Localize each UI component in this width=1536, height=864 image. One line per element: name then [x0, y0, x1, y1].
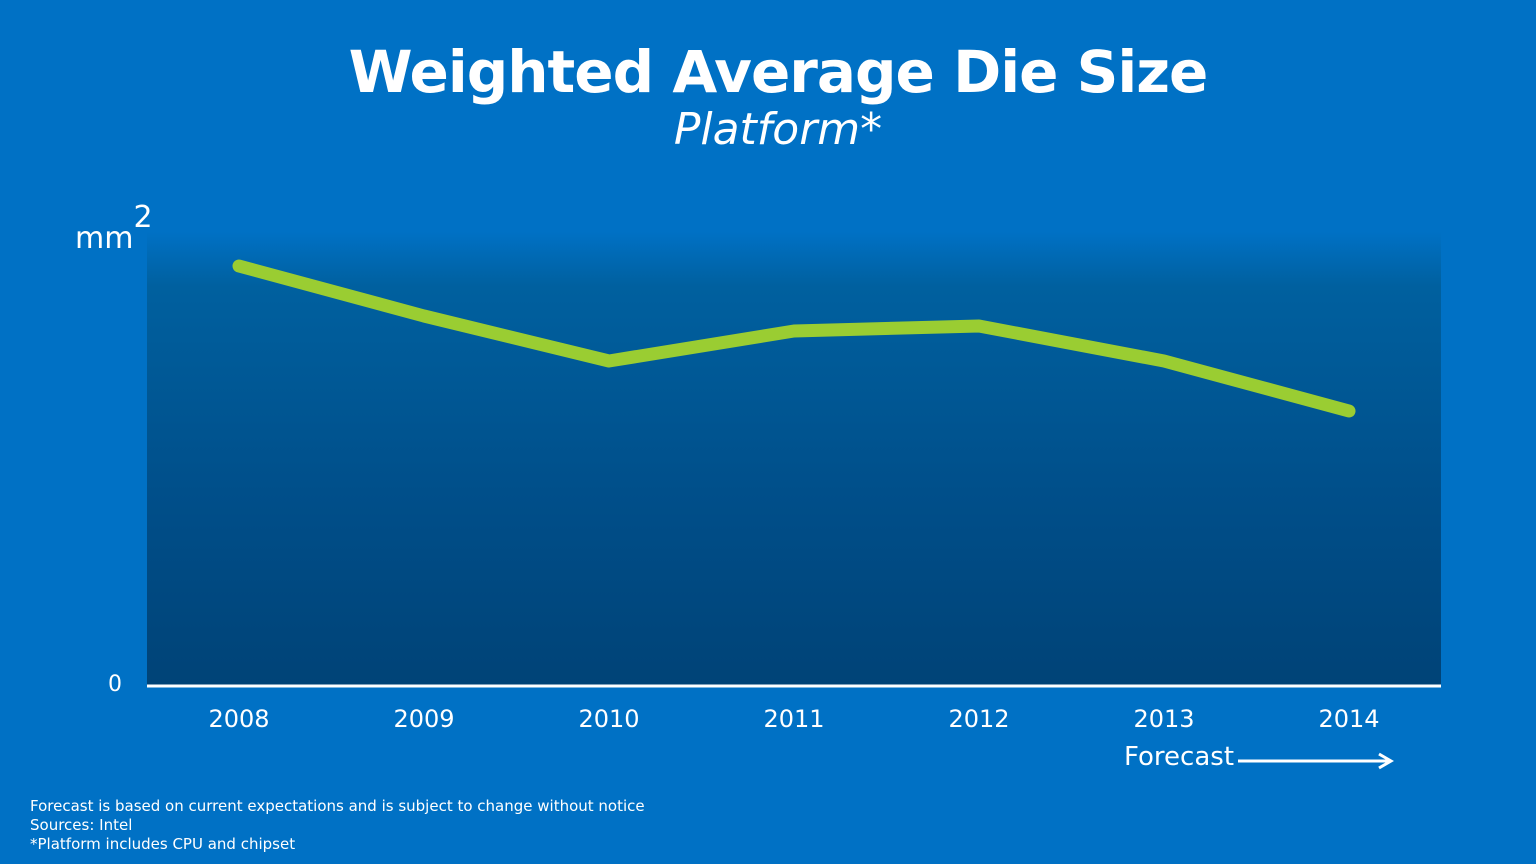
plot-area [147, 232, 1441, 686]
x-tick-label-2014: 2014 [1318, 705, 1379, 733]
x-tick-label-2012: 2012 [948, 705, 1009, 733]
series-line-0 [232, 259, 1356, 418]
y-tick-zero: 0 [108, 672, 122, 697]
x-tick-label-2009: 2009 [393, 705, 454, 733]
x-tick-label-2011: 2011 [763, 705, 824, 733]
forecast-arrow-icon [1238, 752, 1394, 770]
x-tick-label-2010: 2010 [578, 705, 639, 733]
forecast-label: Forecast [1124, 742, 1235, 772]
footnote-platform: *Platform includes CPU and chipset [30, 835, 296, 853]
x-tick-label-2013: 2013 [1133, 705, 1194, 733]
footnote-sources: Sources: Intel [30, 816, 133, 834]
x-tick-labels: 2008 2009 2010 2011 2012 2013 2014 [208, 705, 1379, 733]
footnote-forecast: Forecast is based on current expectation… [30, 797, 645, 815]
chart-title: Weighted Average Die Size [348, 38, 1209, 106]
y-axis-unit-base: mm [75, 221, 134, 256]
y-axis-unit-exponent: 2 [133, 200, 153, 235]
chart-subtitle: Platform* [673, 104, 883, 155]
series-group [232, 259, 1356, 418]
x-tick-label-2008: 2008 [208, 705, 269, 733]
y-axis-unit: mm2 [75, 200, 153, 256]
footnotes: Forecast is based on current expectation… [30, 797, 645, 854]
